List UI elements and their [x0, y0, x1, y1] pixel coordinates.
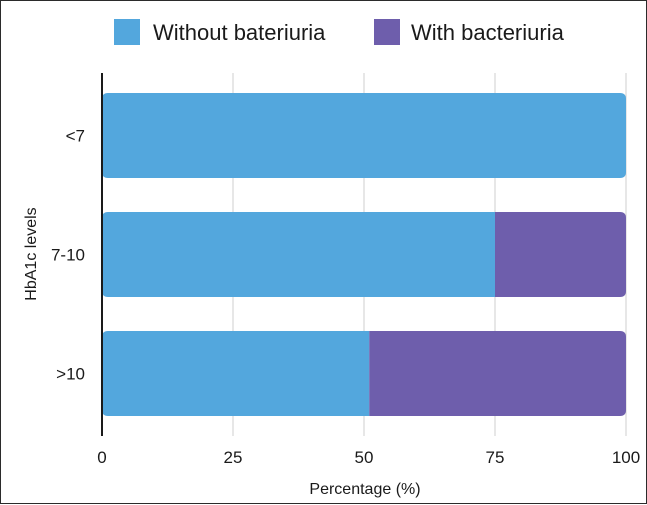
bar-segment [102, 212, 495, 297]
bar-segment [495, 212, 626, 297]
legend-label: With bacteriuria [411, 20, 565, 45]
x-tick-label: 75 [486, 448, 505, 467]
bar-segment [102, 93, 626, 178]
legend-swatch [374, 19, 400, 45]
y-axis-title: HbA1c levels [23, 207, 40, 300]
bar-segment [369, 331, 626, 416]
x-tick-label: 25 [224, 448, 243, 467]
x-axis-title: Percentage (%) [309, 481, 420, 498]
x-tick-label: 100 [612, 448, 640, 467]
y-tick-label: <7 [66, 127, 85, 146]
y-tick-label: 7-10 [51, 246, 85, 265]
legend-label: Without bateriuria [153, 20, 326, 45]
bar-segment [102, 331, 370, 416]
legend-swatch [114, 19, 140, 45]
x-tick-label: 0 [97, 448, 106, 467]
y-tick-label: >10 [56, 365, 85, 384]
x-tick-label: 50 [355, 448, 374, 467]
